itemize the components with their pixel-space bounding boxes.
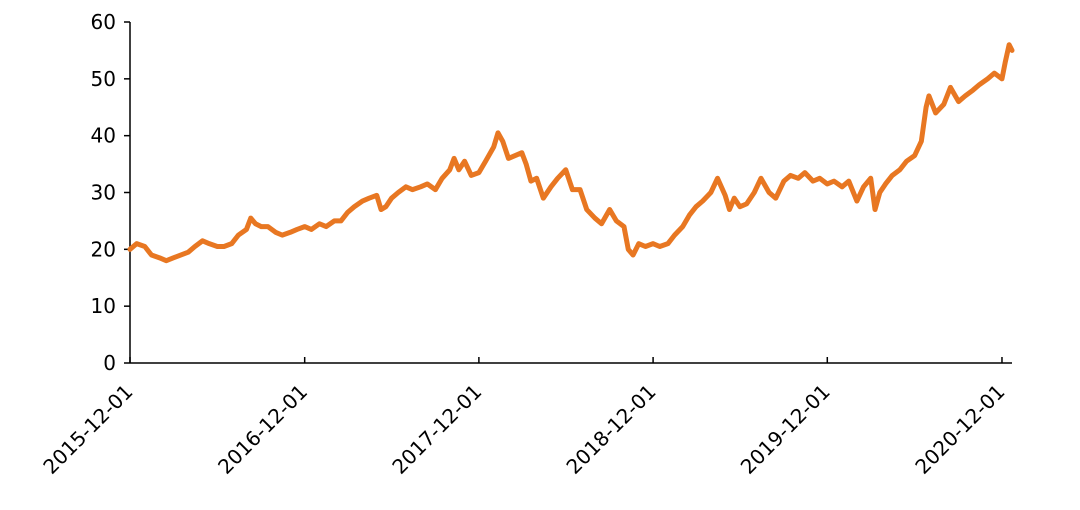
x-tick-label: 2016-12-01	[213, 380, 312, 479]
x-tick-label: 2018-12-01	[561, 380, 660, 479]
y-tick-label: 0	[103, 351, 116, 375]
x-tick-label: 2017-12-01	[387, 380, 486, 479]
y-tick-label: 30	[91, 181, 116, 205]
line	[127, 42, 1015, 264]
y-tick-label: 20	[91, 237, 116, 261]
y-tick-label: 60	[91, 10, 116, 34]
y-tick-label: 40	[91, 124, 116, 148]
y-tick-label: 10	[91, 294, 116, 318]
x-tick-label: 2015-12-01	[38, 380, 137, 479]
y-tick-label: 50	[91, 67, 116, 91]
x-tick-label: 2020-12-01	[910, 380, 1009, 479]
x-tick-label: 2019-12-01	[736, 380, 835, 479]
